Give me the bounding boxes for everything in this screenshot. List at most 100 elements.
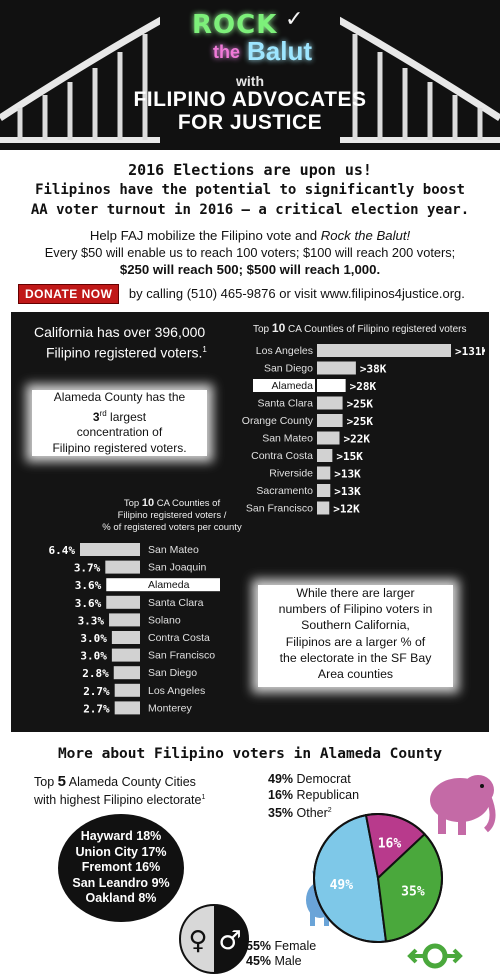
city-row: Fremont 16% [58,860,184,876]
chart2-bar [80,543,140,556]
header-banner: ROCK ✓ the Balut with FILIPINO ADVOCATES… [0,0,500,150]
cities-title: Top 5 Alameda County Cities with highest… [34,774,205,808]
alameda-rank-line1: Alameda County has the [53,390,186,404]
party-oth-pct: 35% [268,806,294,821]
cities-title-number: 5 [57,773,66,790]
logo-rock: ROCK [192,10,278,40]
headline-3: AA voter turnout in 2016 – a critical el… [30,202,470,218]
alameda-section-title: More about Filipino voters in Alameda Co… [57,746,443,762]
chart2-category-label: Los Angeles [148,685,205,697]
chart2-bar [106,595,140,609]
city-pct: 8% [138,891,157,905]
chart1-value-label: >28K [350,380,377,393]
chart2-value-label: 2.8% [82,667,109,680]
org-name-line1: FILIPINO ADVOCATES [133,88,367,111]
alameda-rank-number: 3 [92,409,100,424]
chart2-bar [114,701,140,715]
chart-top10-voters: Top 10 CA Counties of Filipino registere… [242,321,485,516]
male-symbol-icon: ♂ [218,926,241,956]
chart1-value-label: >38K [360,363,387,376]
chart2-bar [111,648,140,662]
chart1-category-label: San Francisco [246,503,313,515]
chart1-value-label: >22K [344,433,371,446]
donate-now-button[interactable]: DONATE NOW [18,284,120,304]
chart2-bar [111,631,140,644]
party-rep-pct: 16% [268,787,294,802]
bay-area-callout: While there are larger numbers of Filipi… [258,585,453,687]
logo-balut: Balut [247,36,312,66]
pie-slice-label: 35% [401,885,425,900]
city-row: San Leandro 9% [58,876,184,892]
headline-1: 2016 Elections are upon us! [128,161,372,179]
chart2-value-label: 2.7% [83,685,110,698]
ca-total-line1: California has over 396,000 [34,324,206,340]
cities-title-sub: with highest Filipino electorate [34,793,202,808]
city-name: Fremont [81,860,132,874]
bay-line2: numbers of Filipino voters in [278,602,433,617]
ca-total-callout: California has over 396,000 Filipino reg… [34,324,234,362]
chart1-value-label: >15K [336,450,363,463]
chart1-value-label: >13K [334,468,361,481]
pie-slice-label: 49% [330,878,354,893]
chart1-bar [317,344,451,357]
chart1-bar [317,484,331,497]
ca-total-line2-wrap: Filipino registered voters.1 [34,341,234,362]
party-rep-label: Republican [296,787,360,802]
contact-text[interactable]: by calling (510) 465-9876 or visit www.f… [128,286,465,301]
alameda-rank-callout: Alameda County has the 3rd largest conce… [32,390,207,456]
chart1-category-label: Sacramento [256,485,313,497]
male-label: Male [274,954,302,968]
gender-circle: ♀ ♂ [179,904,249,974]
chart2-category-label: Santa Clara [148,597,204,609]
chart1-title: Top 10 CA Counties of Filipino registere… [253,321,466,335]
bridge-graphic [0,0,500,150]
chart1-value-label: >25K [347,415,374,428]
footnote-1: 1 [202,345,207,354]
chart1-bar [317,501,330,515]
chart1-bar [317,379,346,392]
alameda-rank-largest: largest [106,409,147,424]
male-row: 45% Male [246,954,316,969]
alameda-rank-suffix: rd [99,408,107,418]
chart2-value-label: 3.0% [80,650,107,663]
party-pie-chart: 49% 16% 35% [306,775,496,969]
chart2-bar [113,666,140,680]
party-legend: 49% Democrat 16% Republican 35% Other2 [268,772,359,822]
donation-line-2: $250 will reach 500; $500 will reach 1,0… [119,262,381,277]
footnote-cities: 1 [201,794,206,801]
chart2-value-label: 2.7% [83,702,110,715]
cities-title-line1: Top 5 Alameda County Cities [34,774,205,790]
chart-top10-percent: Top 10 CA Counties of Filipino registere… [49,497,242,715]
ca-total-line2: Filipino registered voters. [46,344,203,361]
chart2-value-label: 3.0% [80,632,107,645]
chart2-title-line3: % of registered voters per county [102,522,242,533]
pie-slice-label: 16% [378,837,402,852]
chart1-bar [317,361,356,375]
female-symbol-icon: ♀ [188,926,207,956]
chart1-category-label: Alameda [272,380,314,392]
chart2-bar [109,613,140,627]
gender-legend: 55% Female 45% Male [246,939,316,969]
alameda-rank-line4: Filipino registered voters. [52,440,187,455]
chart1-value-label: >13K [334,485,361,498]
other-party-icon [407,943,463,969]
party-dem-pct: 49% [268,772,294,786]
party-rep-row: 16% Republican [268,788,359,804]
city-name: Hayward [80,829,133,843]
female-label: Female [274,939,317,953]
headline-2: Filipinos have the potential to signific… [35,182,465,198]
chart2-bar [106,578,140,592]
chart2-value-label: 3.3% [78,614,105,627]
chart2-category-label: San Joaquin [148,562,207,574]
cities-title-top: Top [34,775,58,789]
chart1-category-label: Orange County [242,415,314,427]
pie-outline [313,813,443,943]
city-row: Hayward 18% [58,829,184,845]
chart1-category-label: Santa Clara [258,398,314,410]
donate-row: DONATE NOW by calling (510) 465-9876 or … [18,284,465,304]
chart2-category-label: Contra Costa [148,632,210,644]
cities-circle [58,814,184,922]
party-dem-row: 49% Democrat [268,772,359,788]
city-pct: 18% [136,829,162,843]
chart2-category-label: Alameda [148,579,190,591]
